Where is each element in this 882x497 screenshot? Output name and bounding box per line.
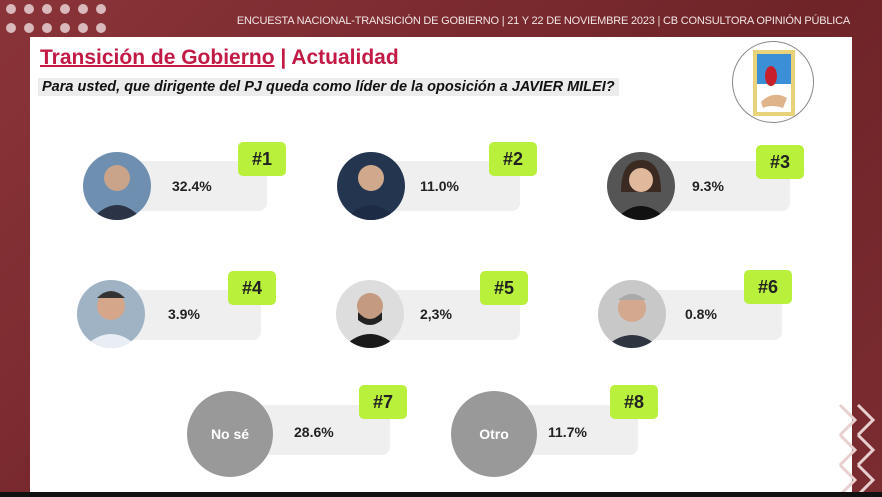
result-value: 11.0% [420, 178, 459, 194]
result-value: 32.4% [172, 178, 212, 194]
rank-badge: #3 [756, 145, 804, 179]
candidate-photo-1 [83, 152, 151, 220]
survey-header: ENCUESTA NACIONAL-TRANSICIÓN DE GOBIERNO… [236, 15, 850, 27]
result-value: 0.8% [685, 306, 717, 322]
pj-logo [732, 41, 814, 123]
question-text: Para usted, que dirigente del PJ queda c… [38, 78, 619, 96]
slide-panel: Transición de Gobierno | Actualidad Para… [30, 37, 852, 492]
rank-badge: #5 [480, 271, 528, 305]
result-value: 11.7% [548, 424, 587, 440]
result-value: 9.3% [692, 178, 724, 194]
candidate-photo-2 [337, 152, 405, 220]
rank-badge: #2 [489, 142, 537, 176]
rank-badge: #6 [744, 270, 792, 304]
bottom-bar [0, 492, 882, 497]
candidate-photo-4 [77, 280, 145, 348]
result-value: 28.6% [294, 424, 334, 440]
otro-circle: Otro [451, 391, 537, 477]
result-value: 3.9% [168, 306, 200, 322]
rank-badge: #8 [610, 385, 658, 419]
chevron-decoration [838, 403, 876, 492]
candidate-photo-3 [607, 152, 675, 220]
decorative-dots [6, 4, 106, 33]
rank-badge: #7 [359, 385, 407, 419]
rank-badge: #1 [238, 142, 286, 176]
candidate-photo-6 [598, 280, 666, 348]
result-value: 2,3% [420, 306, 452, 322]
candidate-photo-5 [336, 280, 404, 348]
page-title: Transición de Gobierno | Actualidad [40, 46, 399, 69]
rank-badge: #4 [228, 271, 276, 305]
no-se-circle: No sé [187, 391, 273, 477]
